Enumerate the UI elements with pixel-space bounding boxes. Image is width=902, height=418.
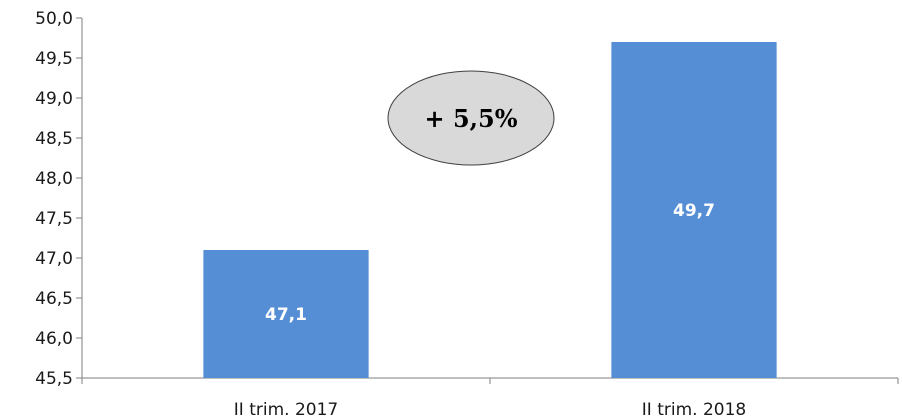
y-tick-label: 46,0 (35, 329, 73, 349)
y-tick-label: 50,0 (35, 9, 73, 29)
y-tick-label: 45,5 (35, 369, 73, 389)
bars: 47,1 49,7 (203, 42, 777, 378)
x-category-label: II trim. 2017 (234, 400, 338, 418)
bar (611, 42, 777, 378)
bar-data-label: 49,7 (673, 201, 715, 221)
bar (203, 250, 369, 378)
x-category-label: II trim. 2018 (642, 400, 746, 418)
y-axis: 45,5 46,0 46,5 47,0 47,5 48,0 48,5 49,0 49,5 50,0 (35, 9, 83, 389)
change-badge (387, 70, 555, 166)
y-tick-label: 48,0 (35, 169, 73, 189)
y-tick-label: 48,5 (35, 129, 73, 149)
y-tick-label: 46,5 (35, 289, 73, 309)
bar-data-label: 47,1 (265, 305, 307, 325)
y-tick-label: 47,5 (35, 209, 73, 229)
change-badge-label: + 5,5% (424, 104, 517, 133)
y-tick-label: 49,5 (35, 49, 73, 69)
y-tick-label: 47,0 (35, 249, 73, 269)
change-annotation: + 5,5% (387, 70, 555, 166)
x-axis: II trim. 2017 II trim. 2018 (81, 377, 899, 418)
y-tick-label: 49,0 (35, 89, 73, 109)
